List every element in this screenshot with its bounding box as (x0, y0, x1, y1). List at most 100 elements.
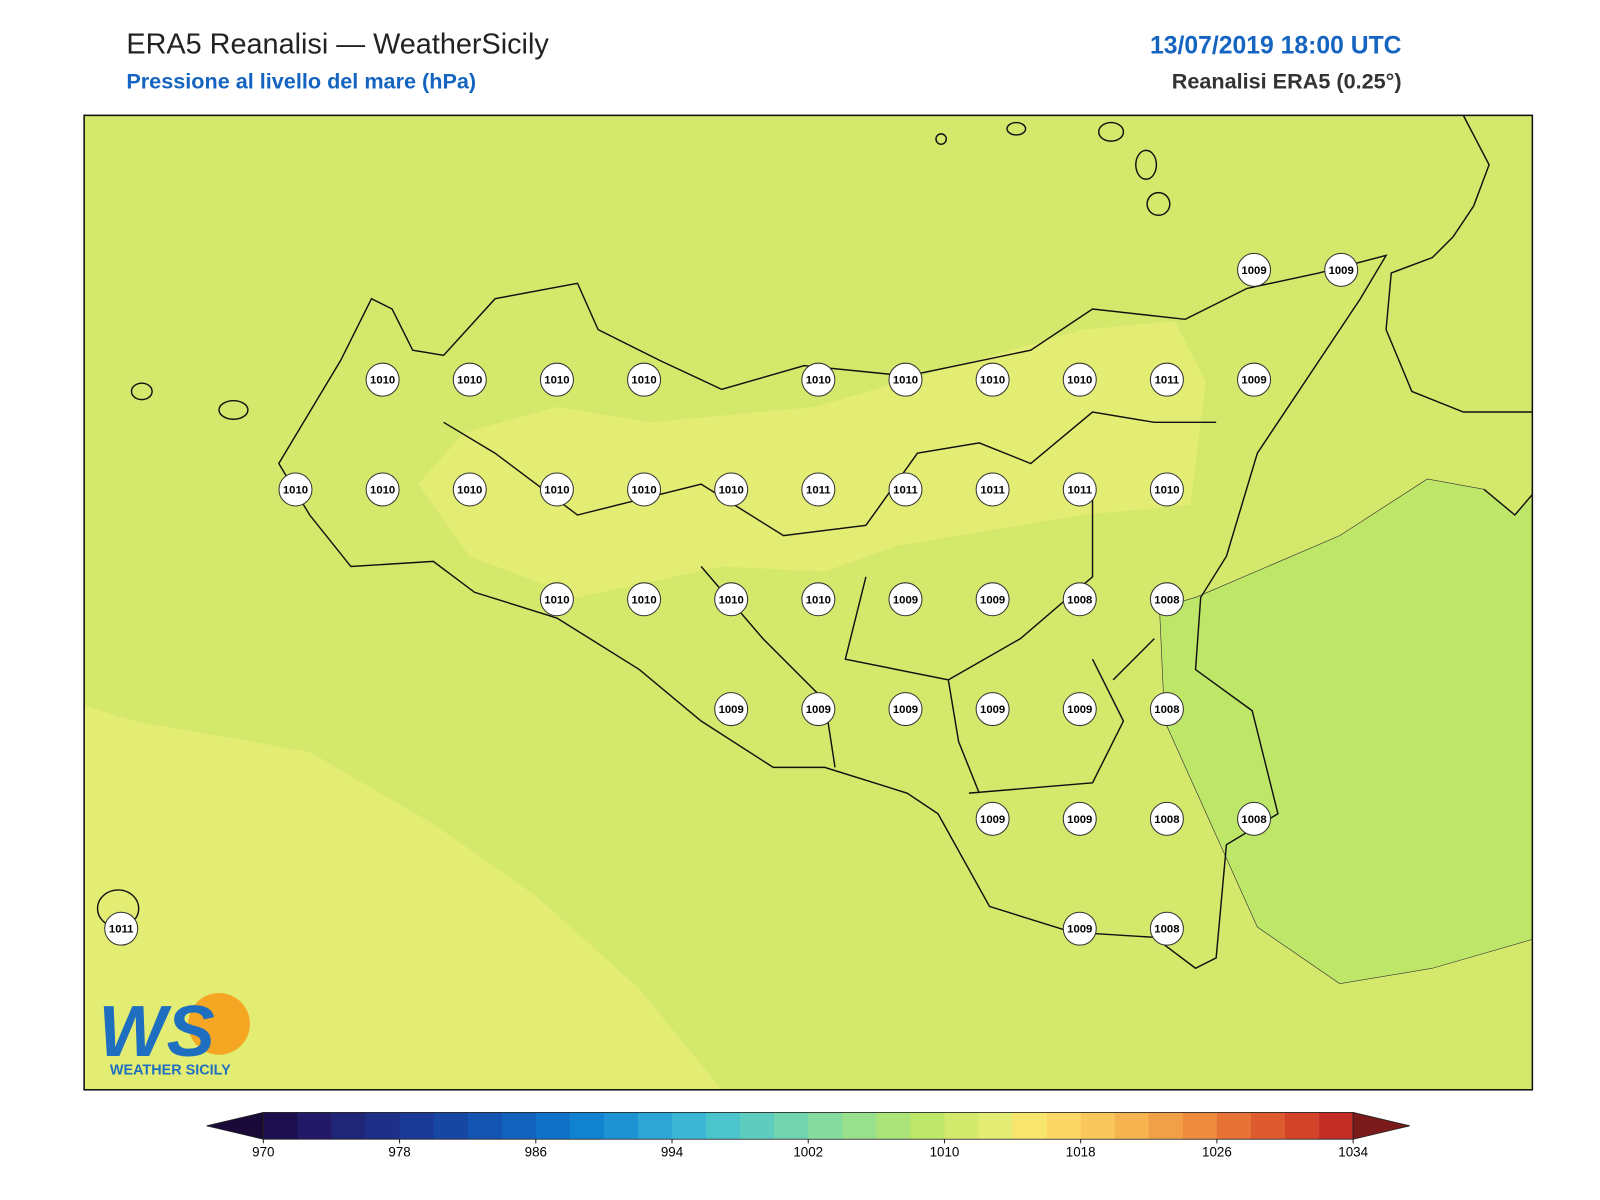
map-frame: WS WEATHER SICILY (83, 114, 1534, 1091)
station-marker (452, 472, 487, 507)
station-value: 1009 (1241, 375, 1266, 387)
colorbar-swatch (263, 1112, 298, 1140)
colorbar-swatch (1148, 1112, 1184, 1140)
island (935, 133, 947, 145)
station-value: 1009 (1241, 265, 1266, 277)
colorbar-swatch (1114, 1112, 1150, 1140)
station-value: 1011 (806, 485, 831, 497)
station-value: 1008 (1154, 814, 1179, 826)
map-border (83, 114, 1534, 1091)
colorbar-under (206, 1111, 264, 1140)
station-value: 1010 (719, 485, 744, 497)
station-value: 1009 (1067, 704, 1092, 716)
colorbar-swatch (876, 1112, 911, 1140)
station-marker (714, 472, 749, 507)
station-value: 1011 (980, 485, 1005, 497)
station-marker (1149, 582, 1184, 617)
station-value: 1010 (457, 375, 482, 387)
colorbar-swatch (331, 1112, 367, 1140)
station-marker (1062, 692, 1097, 727)
station-value: 1010 (719, 594, 744, 606)
colorbar-swatch (808, 1112, 843, 1140)
colorbar-swatch (467, 1112, 503, 1140)
colorbar-swatch (1319, 1112, 1354, 1140)
station-marker (1149, 801, 1184, 836)
station-marker (104, 911, 139, 946)
station-value: 1008 (1154, 704, 1179, 716)
stations: 1009 1009 1010 1010 1010 1010 1010 1010 1010 1010… (104, 252, 1359, 946)
colorbar-swatch (1285, 1112, 1320, 1140)
colorbar-swatch (1080, 1112, 1116, 1140)
station-marker (888, 362, 923, 397)
station-value: 1009 (1067, 924, 1092, 936)
field-high (417, 321, 1206, 598)
colorbar-tick-label: 1002 (793, 1145, 823, 1160)
station-marker (888, 582, 923, 617)
island (130, 382, 153, 401)
station-value: 1010 (283, 485, 308, 497)
colorbar-swatch (740, 1112, 775, 1140)
colorbar-swatch (774, 1112, 809, 1140)
station-marker (1149, 472, 1184, 507)
station-value: 1010 (457, 485, 482, 497)
station-marker (714, 582, 749, 617)
colorbar-swatch (910, 1112, 945, 1140)
island (1135, 149, 1158, 180)
colorbar-tick-label: 978 (388, 1145, 410, 1160)
station-marker (539, 582, 574, 617)
logo-mark: WS (99, 992, 215, 1072)
station-marker (539, 362, 574, 397)
station-value: 1011 (893, 485, 918, 497)
logo-sun (188, 992, 250, 1055)
station-marker (1062, 582, 1097, 617)
colorbar-swatch (569, 1112, 605, 1140)
coastline (1385, 115, 1533, 413)
field-high (84, 705, 722, 1090)
station-marker (365, 472, 400, 507)
station-value: 1010 (980, 375, 1005, 387)
station-marker (1062, 911, 1097, 946)
station-marker (1062, 801, 1097, 836)
station-value: 1011 (109, 924, 134, 936)
colorbar-swatch (978, 1112, 1014, 1140)
station-value: 1010 (631, 485, 656, 497)
station-marker (1149, 692, 1184, 727)
station-marker (539, 472, 574, 507)
station-value: 1011 (1155, 375, 1180, 387)
station-value: 1010 (544, 594, 569, 606)
station-value: 1010 (370, 485, 395, 497)
subtitle: Pressione al livello del mare (hPa) (126, 69, 476, 94)
colorbar: 970 978 986 994 1002 1010 1018 1026 1034 (206, 1111, 1410, 1160)
station-value: 1008 (1154, 924, 1179, 936)
station-value: 1009 (893, 594, 918, 606)
station-value: 1009 (980, 594, 1005, 606)
station-marker (801, 472, 836, 507)
colorbar-swatch (1012, 1112, 1048, 1140)
title: ERA5 Reanalisi — WeatherSicily (126, 29, 549, 61)
colorbar-tick-label: 970 (252, 1145, 274, 1160)
station-value: 1010 (631, 594, 656, 606)
source: Reanalisi ERA5 (0.25°) (1172, 69, 1402, 94)
colorbar-tick-label: 1010 (930, 1145, 960, 1160)
station-marker (1237, 801, 1272, 836)
colorbar-swatch (1216, 1112, 1252, 1140)
station-marker (888, 472, 923, 507)
station-marker (452, 362, 487, 397)
station-marker (1324, 252, 1359, 287)
station-marker (1149, 911, 1184, 946)
station-marker (714, 692, 749, 727)
colorbar-swatch (1250, 1112, 1286, 1140)
station-value: 1008 (1067, 594, 1092, 606)
island (1006, 121, 1027, 136)
station-value: 1010 (1067, 375, 1092, 387)
station-marker (975, 801, 1010, 836)
station-value: 1010 (631, 375, 656, 387)
colorbar-swatch (1182, 1112, 1218, 1140)
station-value: 1009 (893, 704, 918, 716)
station-value: 1009 (980, 814, 1005, 826)
colorbar-swatch (535, 1112, 571, 1140)
station-value: 1010 (893, 375, 918, 387)
station-value: 1009 (719, 704, 744, 716)
station-value: 1010 (544, 375, 569, 387)
